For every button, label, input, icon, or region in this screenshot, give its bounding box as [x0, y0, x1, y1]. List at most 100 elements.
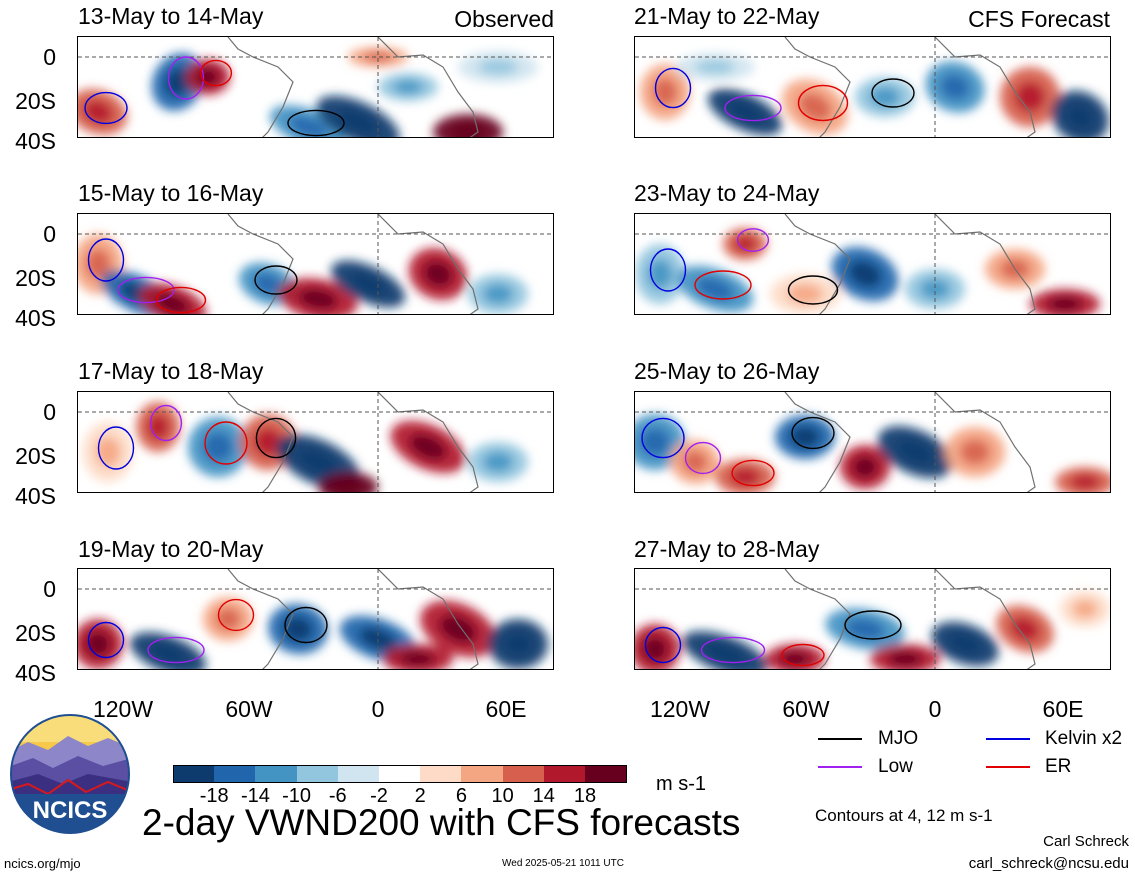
wave-contour — [167, 56, 205, 100]
vwnd-field — [635, 214, 1110, 314]
lon-tick-0-left: 0 — [371, 696, 385, 722]
legend-mjo-label: MJO — [878, 728, 919, 749]
colorbar-tick-label: -10 — [282, 785, 312, 807]
colorbar-swatch — [173, 765, 216, 783]
map-panel-5 — [77, 391, 554, 493]
lat-tick-20s-r1: 20S — [15, 88, 56, 114]
colorbar-tick-label: -14 — [240, 785, 270, 807]
legend-kelvin-label: Kelvin x2 — [1045, 728, 1123, 749]
wave-contour — [736, 228, 770, 252]
wave-contour — [700, 636, 766, 664]
author-name: Carl Schreck — [1043, 833, 1129, 850]
colorbar-swatch — [585, 765, 628, 783]
colorbar-swatch — [379, 765, 422, 783]
colorbar-tick-label: 10 — [491, 785, 514, 807]
lon-tick-120w-left: 120W — [92, 696, 154, 722]
lat-tick-40s-r3: 40S — [15, 483, 56, 509]
colorbar-swatch — [502, 765, 545, 783]
lat-tick-0-r2: 0 — [43, 221, 56, 247]
lon-tick-60e-left: 60E — [485, 696, 527, 722]
panel-title-4: 23-May to 24-May — [634, 180, 820, 206]
ncics-logo: NCICS — [8, 712, 132, 846]
lat-tick-20s-r2: 20S — [15, 265, 56, 291]
wave-contour — [147, 636, 205, 664]
legend-mjo-line — [818, 738, 862, 740]
wave-contour — [644, 626, 682, 664]
lat-tick-40s-r1: 40S — [15, 128, 56, 154]
colorbar-tick-label: 14 — [532, 785, 555, 807]
vwnd-field — [635, 392, 1110, 492]
lon-tick-0-right: 0 — [928, 696, 942, 722]
vwnd-field — [78, 37, 553, 137]
legend-low-label: Low — [878, 756, 913, 777]
map-panel-3 — [77, 213, 554, 315]
wave-contour — [694, 270, 752, 300]
lat-tick-40s-r4: 40S — [15, 660, 56, 686]
wave-contour — [87, 238, 125, 282]
map-panel-4 — [634, 213, 1111, 315]
wave-contour — [284, 606, 328, 644]
wave-contour — [844, 610, 902, 640]
wave-contour — [255, 417, 297, 459]
wave-contour — [871, 78, 915, 108]
wave-contour — [649, 248, 687, 292]
author-email: carl_schreck@ncsu.edu — [968, 855, 1129, 872]
panel-title-6: 25-May to 26-May — [634, 358, 820, 384]
timestamp: Wed 2025-05-21 1011 UTC — [502, 858, 624, 869]
colorbar-tick-label: -2 — [370, 785, 388, 807]
colorbar-tick-label: 18 — [573, 785, 597, 807]
colorbar-swatch — [255, 765, 298, 783]
wave-contour — [117, 276, 175, 304]
lon-tick-120w-right: 120W — [649, 696, 711, 722]
legend-kelvin-line — [986, 738, 1030, 740]
legend-er-label: ER — [1045, 756, 1072, 777]
colorbar-swatch — [420, 765, 463, 783]
wave-contour — [791, 416, 835, 450]
panel-title-7: 19-May to 20-May — [78, 536, 264, 562]
lon-tick-60w-right: 60W — [782, 696, 830, 722]
wave-contour — [654, 67, 692, 109]
wave-contour — [254, 265, 298, 295]
panel-title-5: 17-May to 18-May — [78, 358, 264, 384]
map-panel-1 — [77, 36, 554, 138]
lat-tick-0-r3: 0 — [43, 399, 56, 425]
vwnd-field — [78, 214, 553, 314]
lat-tick-20s-r4: 20S — [15, 620, 56, 646]
wave-contour — [797, 84, 849, 122]
lat-tick-0-r4: 0 — [43, 576, 56, 602]
map-panel-8 — [634, 568, 1111, 670]
wave-contour — [684, 441, 722, 475]
panel-tag-observed: Observed — [454, 6, 554, 32]
panel-title-2: 21-May to 22-May — [634, 3, 820, 29]
lat-tick-20s-r3: 20S — [15, 443, 56, 469]
wave-contour — [84, 91, 128, 125]
lon-tick-60w-left: 60W — [225, 696, 273, 722]
wave-contour — [149, 404, 183, 442]
wave-contour — [731, 459, 775, 487]
wave-contour — [641, 417, 685, 459]
contour-note: Contours at 4, 12 m s-1 — [815, 806, 993, 825]
legend-low-line — [818, 766, 862, 768]
colorbar-swatch — [543, 765, 586, 783]
panel-tag-forecast: CFS Forecast — [968, 6, 1110, 32]
colorbar-tick-label: -6 — [328, 785, 347, 807]
wave-contour — [204, 421, 248, 465]
site-url: ncics.org/mjo — [4, 856, 81, 871]
colorbar-swatch — [296, 765, 339, 783]
colorbar-swatch — [337, 765, 380, 783]
units-label: m s-1 — [656, 773, 706, 795]
wave-contour — [787, 275, 839, 305]
wave-contour — [87, 621, 125, 659]
colorbar-swatch — [214, 765, 257, 783]
panel-title-8: 27-May to 28-May — [634, 536, 820, 562]
wave-contour — [217, 598, 255, 632]
map-panel-6 — [634, 391, 1111, 493]
colorbar-swatch — [461, 765, 504, 783]
wave-contour — [155, 286, 207, 314]
panel-title-1: 13-May to 14-May — [78, 3, 264, 29]
lat-tick-0-r1: 0 — [43, 44, 56, 70]
colorbar-tick-label: -18 — [199, 785, 229, 807]
lat-tick-40s-r2: 40S — [15, 305, 56, 331]
map-panel-2 — [634, 36, 1111, 138]
map-panel-7 — [77, 568, 554, 670]
